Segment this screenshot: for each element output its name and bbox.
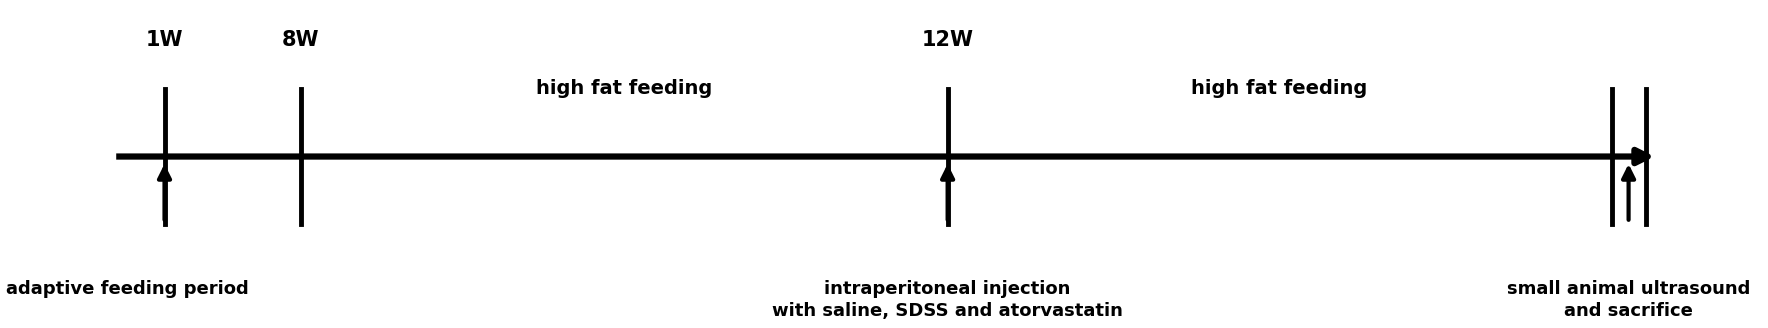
Text: intraperitoneal injection
with saline, SDSS and atorvastatin: intraperitoneal injection with saline, S… bbox=[773, 279, 1123, 320]
Text: small animal ultrasound
and sacrifice: small animal ultrasound and sacrifice bbox=[1506, 279, 1750, 320]
Text: adaptive feeding period: adaptive feeding period bbox=[5, 279, 249, 297]
Text: 12W: 12W bbox=[921, 30, 974, 50]
Text: high fat feeding: high fat feeding bbox=[536, 79, 713, 98]
Text: 1W: 1W bbox=[145, 30, 184, 50]
Text: 8W: 8W bbox=[281, 30, 320, 50]
Text: high fat feeding: high fat feeding bbox=[1192, 79, 1368, 98]
